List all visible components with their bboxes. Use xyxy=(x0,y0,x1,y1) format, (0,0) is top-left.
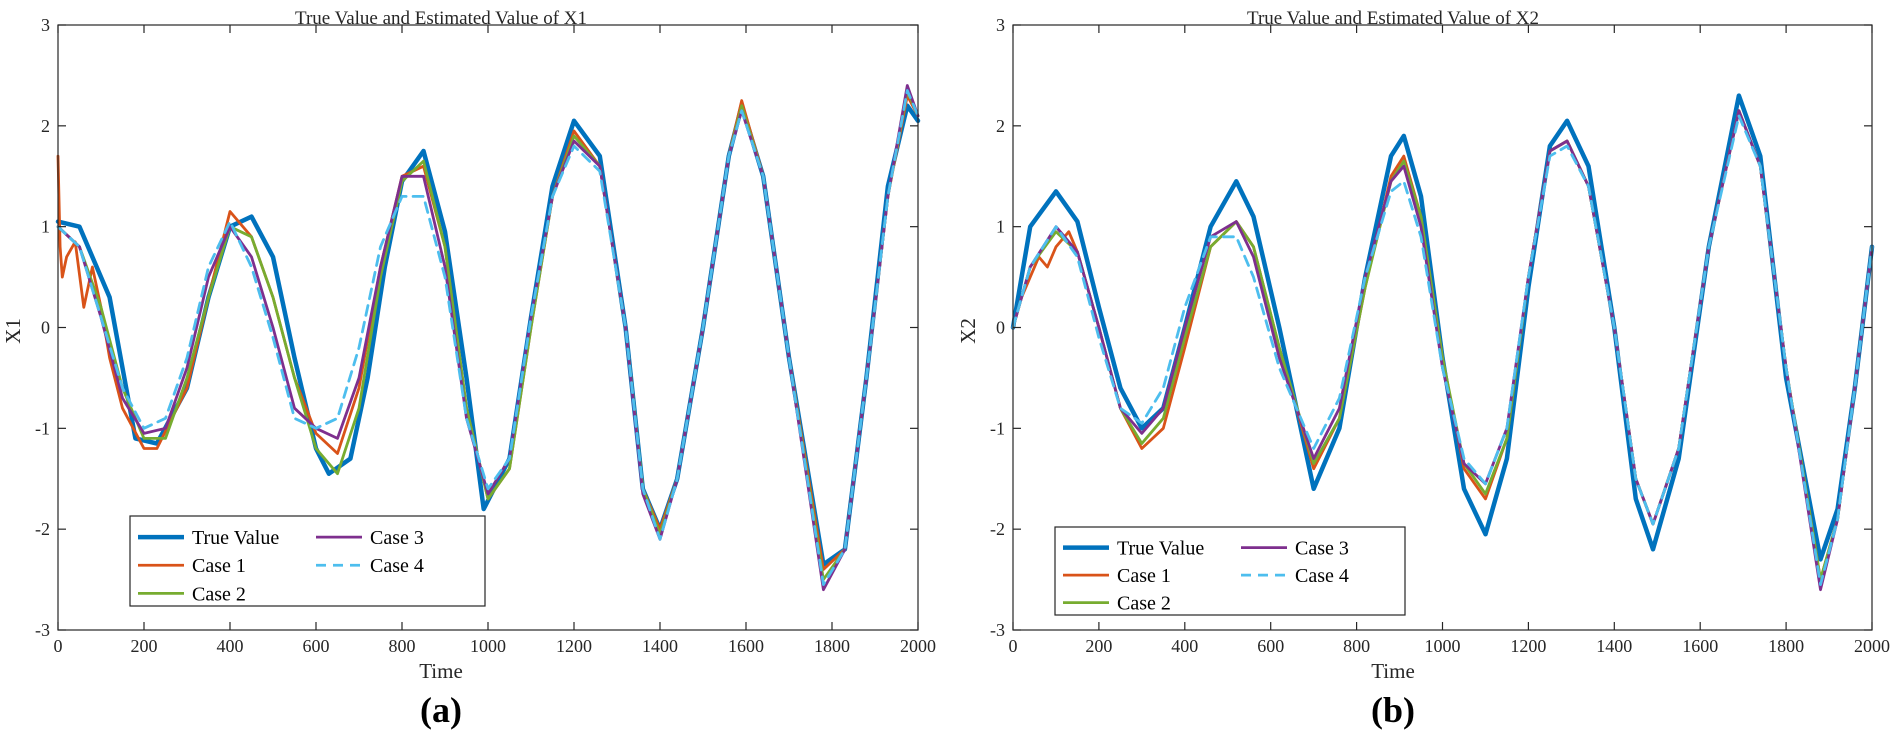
panel-label-b: (b) xyxy=(1371,690,1415,730)
legend-label-a-case-3: Case 3 xyxy=(370,527,424,549)
x-tick-label-b: 600 xyxy=(1257,636,1284,656)
y-tick-label-b: -1 xyxy=(990,418,1005,438)
x-tick-label-a: 2000 xyxy=(900,636,936,656)
y-axis-label-b: X2 xyxy=(956,318,980,344)
legend-box-b xyxy=(1054,526,1406,616)
legend-label-a-case-1: Case 1 xyxy=(192,555,246,577)
y-axis-label-a: X1 xyxy=(1,318,25,344)
legend-label-a-case-4: Case 4 xyxy=(370,555,424,577)
x-tick-label-a: 1000 xyxy=(470,636,506,656)
x-tick-label-b: 1600 xyxy=(1682,636,1718,656)
chart-title-b: True Value and Estimated Value of X2 xyxy=(1247,8,1539,29)
x-axis-label-b: Time xyxy=(1371,659,1415,683)
y-tick-label-b: 2 xyxy=(996,116,1005,136)
legend-label-a-case-2: Case 2 xyxy=(192,583,246,605)
y-tick-label-b: -3 xyxy=(990,620,1005,640)
x-tick-label-a: 1800 xyxy=(814,636,850,656)
series-line-a-case-3 xyxy=(56,84,920,592)
series-line-b-case-4 xyxy=(1011,114,1874,586)
x-tick-label-b: 1000 xyxy=(1425,636,1461,656)
x-tick-label-a: 1600 xyxy=(728,636,764,656)
y-tick-label-a: 0 xyxy=(41,318,50,338)
x-tick-label-b: 1400 xyxy=(1596,636,1632,656)
legend-b: True Value Case 1 Case 2 Case 3 Case 4 xyxy=(1054,526,1406,616)
chart-panel-a: True Value and Estimated Value of X1 0 20… xyxy=(1,8,936,730)
panel-label-a: (a) xyxy=(420,690,462,730)
legend-label-b-case-1: Case 1 xyxy=(1117,565,1171,587)
x-tick-label-a: 200 xyxy=(131,636,158,656)
legend-a: True Value Case 1 Case 2 Case 3 Case 4 xyxy=(129,515,486,607)
y-tick-label-b: 0 xyxy=(996,318,1005,338)
chart-title-a: True Value and Estimated Value of X1 xyxy=(295,8,587,29)
y-tick-label-a: -2 xyxy=(35,519,50,539)
y-tick-label-a: -1 xyxy=(35,418,50,438)
x-axis-label-a: Time xyxy=(419,659,463,683)
x-tick-label-a: 800 xyxy=(389,636,416,656)
x-tick-label-b: 1800 xyxy=(1768,636,1804,656)
x-tick-label-a: 1400 xyxy=(642,636,678,656)
y-tick-label-a: 3 xyxy=(41,15,50,35)
x-tick-label-a: 600 xyxy=(303,636,330,656)
series-line-b-true-value xyxy=(1010,93,1875,562)
x-tick-label-b: 0 xyxy=(1009,636,1018,656)
legend-label-b-case-2: Case 2 xyxy=(1117,593,1171,615)
chart-panel-b: True Value and Estimated Value of X2 0 20… xyxy=(956,8,1890,730)
plot-area-b: 0 200 400 600 800 1000 1200 1400 1600 1800 2000 -3 -… xyxy=(990,15,1890,656)
x-tick-label-b: 1200 xyxy=(1510,636,1546,656)
x-tick-label-b: 800 xyxy=(1343,636,1370,656)
legend-label-b-true-value: True Value xyxy=(1117,538,1204,560)
y-tick-label-a: -3 xyxy=(35,620,50,640)
legend-box-a xyxy=(129,515,486,607)
y-tick-label-b: 3 xyxy=(996,15,1005,35)
x-tick-label-b: 2000 xyxy=(1854,636,1890,656)
y-tick-label-a: 2 xyxy=(41,116,50,136)
y-tick-label-a: 1 xyxy=(41,217,50,237)
plot-area-a: 0 200 400 600 800 1000 1200 1400 1600 1800 2000 -3 -… xyxy=(35,15,936,656)
x-tick-label-b: 400 xyxy=(1171,636,1198,656)
y-tick-label-b: -2 xyxy=(990,519,1005,539)
x-tick-label-a: 0 xyxy=(54,636,63,656)
y-tick-label-b: 1 xyxy=(996,217,1005,237)
legend-label-b-case-4: Case 4 xyxy=(1295,565,1349,587)
x-tick-label-a: 1200 xyxy=(556,636,592,656)
legend-label-a-true-value: True Value xyxy=(192,527,279,549)
series-line-a-case-4 xyxy=(56,89,920,586)
x-tick-label-b: 200 xyxy=(1085,636,1112,656)
x-tick-label-a: 400 xyxy=(217,636,244,656)
legend-label-b-case-3: Case 3 xyxy=(1295,538,1349,560)
series-line-a-case-2 xyxy=(56,89,920,581)
